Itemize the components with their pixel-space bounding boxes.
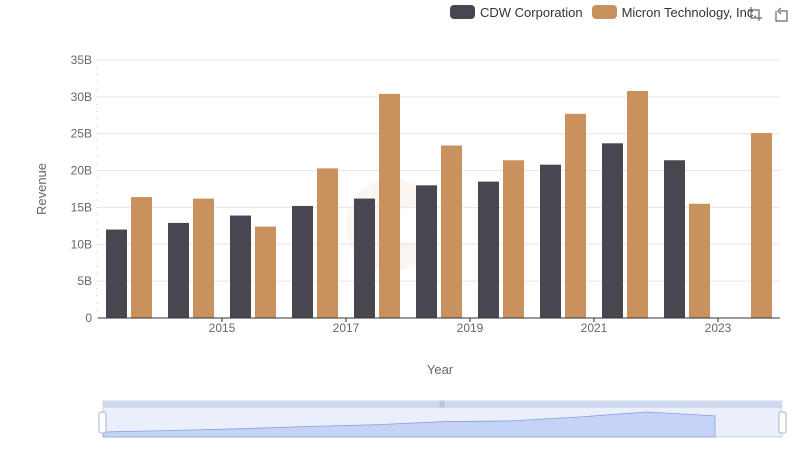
bar-cdw-2021[interactable] <box>540 164 561 318</box>
y-tick-label: 15B <box>71 200 92 214</box>
legend-swatch-cdw <box>450 5 475 19</box>
y-tick-label: 10B <box>71 237 92 251</box>
data-zoom-slider[interactable]: ||| <box>98 400 787 438</box>
bar-cdw-2015[interactable] <box>168 222 189 318</box>
bar-micron-2014[interactable] <box>131 197 152 318</box>
y-tick-label: 30B <box>71 90 92 104</box>
legend-item-micron[interactable]: Micron Technology, Inc. <box>591 4 757 20</box>
legend-item-cdw[interactable]: CDW Corporation <box>450 5 583 20</box>
bar-micron-2021[interactable] <box>565 113 586 318</box>
y-tick-label: 35B <box>71 53 92 67</box>
bars <box>106 90 772 319</box>
x-tick-label: 2015 <box>209 321 236 335</box>
bar-micron-2015[interactable] <box>193 198 214 318</box>
bar-cdw-2019[interactable] <box>416 185 437 318</box>
bar-micron-2022[interactable] <box>627 90 648 319</box>
y-axis-ticks: 0 5B 10B 15B 20B 25B 30B 35B <box>71 53 98 325</box>
x-tick-label: 2017 <box>333 321 360 335</box>
zoom-preview-area <box>102 411 716 438</box>
bar-cdw-2017[interactable] <box>292 205 313 318</box>
y-axis-title: Revenue <box>34 163 49 215</box>
bar-micron-2024[interactable] <box>751 132 772 318</box>
bar-micron-2016[interactable] <box>255 226 276 318</box>
bar-cdw-2014[interactable] <box>106 229 127 318</box>
zoom-select-icon[interactable] <box>746 5 764 23</box>
bar-micron-2020[interactable] <box>503 160 524 318</box>
zoom-grip-icon[interactable]: ||| <box>439 401 445 408</box>
legend: CDW Corporation Micron Technology, Inc. <box>450 3 766 21</box>
zoom-selection[interactable] <box>103 408 782 437</box>
legend-label-micron: Micron Technology, Inc. <box>621 4 757 20</box>
y-tick-label: 20B <box>71 164 92 178</box>
legend-label-cdw: CDW Corporation <box>480 4 583 20</box>
chart-toolbox <box>746 5 798 23</box>
x-tick-label: 2021 <box>581 321 608 335</box>
bar-micron-2017[interactable] <box>317 168 338 318</box>
bar-cdw-2020[interactable] <box>478 181 499 318</box>
x-axis-title: Year <box>427 362 454 377</box>
zoom-top-bar[interactable] <box>103 401 782 408</box>
legend-swatch-micron <box>591 5 617 19</box>
bar-cdw-2022[interactable] <box>602 143 623 318</box>
bar-cdw-2023[interactable] <box>664 160 685 318</box>
bar-micron-2019[interactable] <box>441 145 462 318</box>
x-tick-label: 2019 <box>457 321 484 335</box>
zoom-handle-left[interactable] <box>98 411 107 434</box>
y-tick-label: 5B <box>77 274 92 288</box>
x-tick-label: 2023 <box>705 321 732 335</box>
bar-cdw-2016[interactable] <box>230 215 251 318</box>
x-axis-ticks: 2015 2017 2019 2021 2023 <box>209 318 732 335</box>
bar-micron-2023[interactable] <box>689 203 710 318</box>
zoom-handle-right[interactable] <box>778 411 787 434</box>
bar-micron-2018[interactable] <box>379 93 400 318</box>
y-tick-label: 25B <box>71 127 92 141</box>
bar-cdw-2018[interactable] <box>354 198 375 318</box>
restore-icon[interactable] <box>772 5 790 23</box>
y-tick-label: 0 <box>85 311 92 325</box>
